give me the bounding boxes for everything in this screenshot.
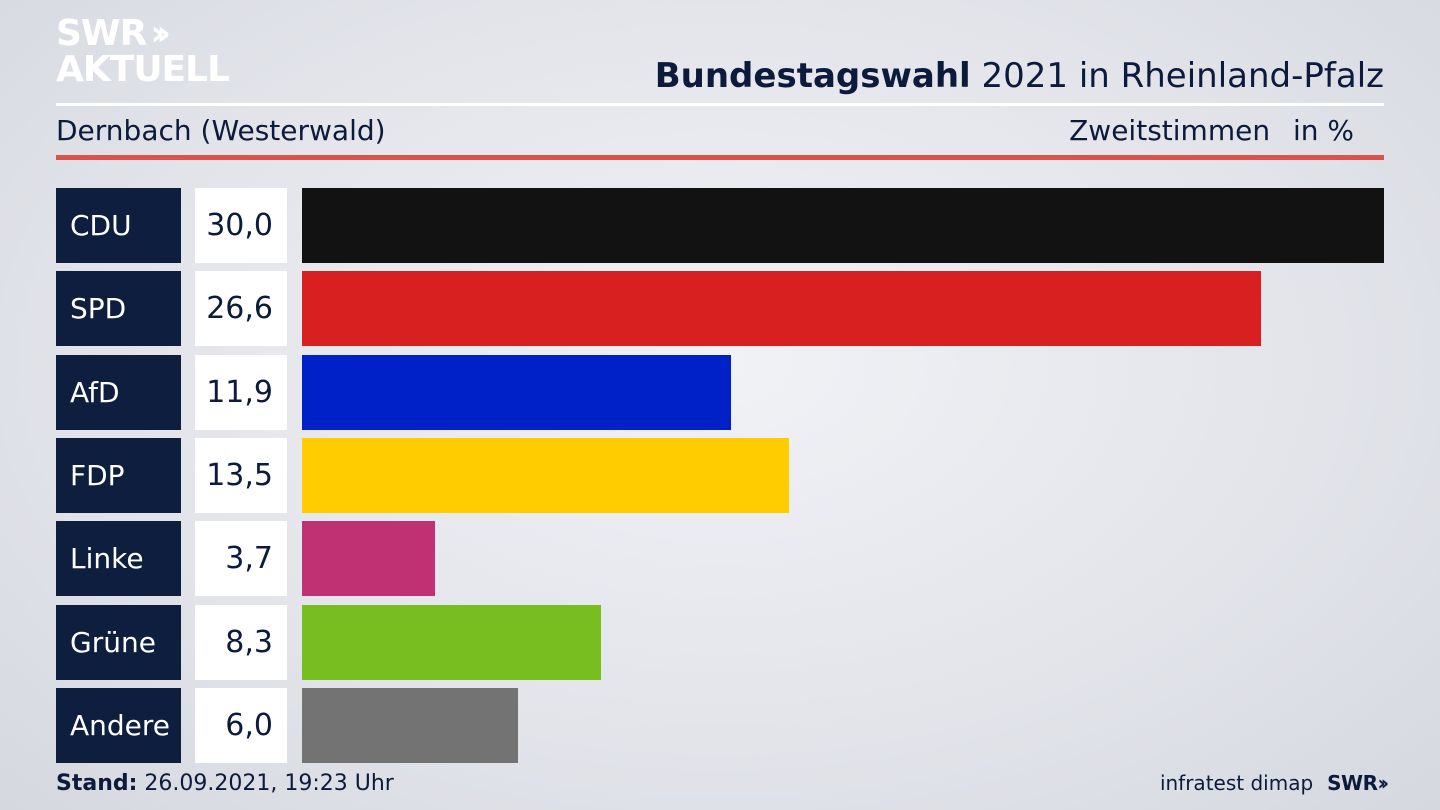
party-label-gr-ne: Grüne — [56, 605, 181, 680]
party-label-cdu: CDU — [56, 188, 181, 263]
bar-andere — [302, 688, 518, 763]
bar-fdp — [302, 438, 789, 513]
value-label-andere: 6,0 — [195, 688, 287, 763]
bar-cdu — [302, 188, 1384, 263]
bar-gr-ne — [302, 605, 601, 680]
source-credit: infratest dimap SWR›› — [1159, 771, 1389, 795]
source-name: infratest dimap — [1159, 771, 1314, 795]
value-label-afd: 11,9 — [195, 355, 287, 430]
metric-label: Zweitstimmen in % — [1069, 114, 1354, 147]
value-label-fdp: 13,5 — [195, 438, 287, 513]
swr-aktuell-logo: SWR ›› AKTUELL — [56, 13, 230, 90]
stand-value: 26.09.2021, 19:23 Uhr — [137, 771, 394, 796]
stand-label: Stand: — [56, 771, 138, 796]
value-label-linke: 3,7 — [195, 521, 287, 596]
party-label-spd: SPD — [56, 271, 181, 346]
bar-afd — [302, 355, 731, 430]
value-label-gr-ne: 8,3 — [195, 605, 287, 680]
metric-name: Zweitstimmen — [1069, 114, 1271, 147]
accent-divider — [56, 155, 1384, 160]
metric-unit: in % — [1292, 114, 1354, 147]
bar-linke — [302, 521, 435, 596]
party-label-afd: AfD — [56, 355, 181, 430]
header-divider — [56, 103, 1384, 106]
party-label-linke: Linke — [56, 521, 181, 596]
party-label-fdp: FDP — [56, 438, 181, 513]
chart-title: Bundestagswahl 2021 in Rheinland-Pfalz — [655, 56, 1384, 96]
bar-spd — [302, 271, 1261, 346]
timestamp: Stand: 26.09.2021, 19:23 Uhr — [56, 771, 394, 796]
title-bold: Bundestagswahl — [654, 56, 971, 96]
title-rest: 2021 in Rheinland-Pfalz — [970, 56, 1384, 96]
chart-subtitle: Dernbach (Westerwald) — [56, 114, 386, 147]
value-label-cdu: 30,0 — [195, 188, 287, 263]
party-label-andere: Andere — [56, 688, 181, 763]
value-label-spd: 26,6 — [195, 271, 287, 346]
swr-small-logo: SWR›› — [1327, 771, 1389, 795]
